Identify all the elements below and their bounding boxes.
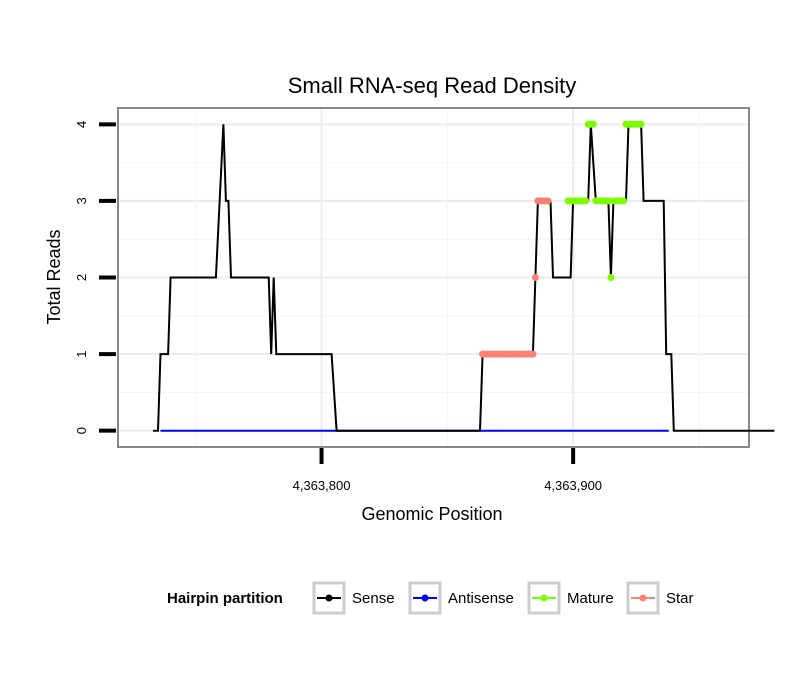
point-mature-10: [589, 120, 597, 128]
point-mature-17: [607, 274, 615, 281]
series-layer: [153, 120, 775, 432]
y-tick-label-3: 3: [74, 197, 89, 204]
point-mature-7: [582, 197, 590, 205]
legend-label-star: Star: [666, 590, 694, 607]
point-star-20: [529, 350, 537, 358]
legend-key-dot-mature: [540, 594, 548, 602]
y-axis-title: Total Reads: [44, 229, 64, 324]
y-axis: 0 1 2 3 4: [74, 121, 116, 434]
point-mature-29: [637, 120, 645, 128]
point-star-26: [544, 197, 552, 205]
legend-key-dot-star: [639, 594, 647, 602]
legend-label-sense: Sense: [352, 590, 395, 607]
y-tick-label-2: 2: [74, 274, 89, 281]
x-tick-label-0: 4,363,800: [293, 478, 351, 493]
chart-title: Small RNA-seq Read Density: [288, 73, 577, 98]
legend-label-antisense: Antisense: [448, 590, 514, 607]
plot-panel-border: [117, 107, 750, 448]
legend-title: Hairpin partition: [167, 590, 283, 607]
legend-label-mature: Mature: [567, 590, 614, 607]
legend: Hairpin partition Sense Antisense Mature St…: [167, 581, 694, 615]
x-axis: 4,363,800 4,363,900: [293, 448, 602, 493]
x-tick-label-1: 4,363,900: [544, 478, 602, 493]
y-tick-label-0: 0: [74, 427, 89, 434]
x-axis-title: Genomic Position: [361, 504, 502, 524]
y-tick-label-1: 1: [74, 350, 89, 357]
point-star-21: [531, 274, 539, 281]
legend-key-dot-sense: [325, 594, 333, 602]
point-mature-16: [604, 197, 612, 205]
y-tick-label-4: 4: [74, 121, 89, 128]
legend-key-dot-antisense: [421, 594, 429, 602]
point-mature-22: [620, 197, 627, 205]
